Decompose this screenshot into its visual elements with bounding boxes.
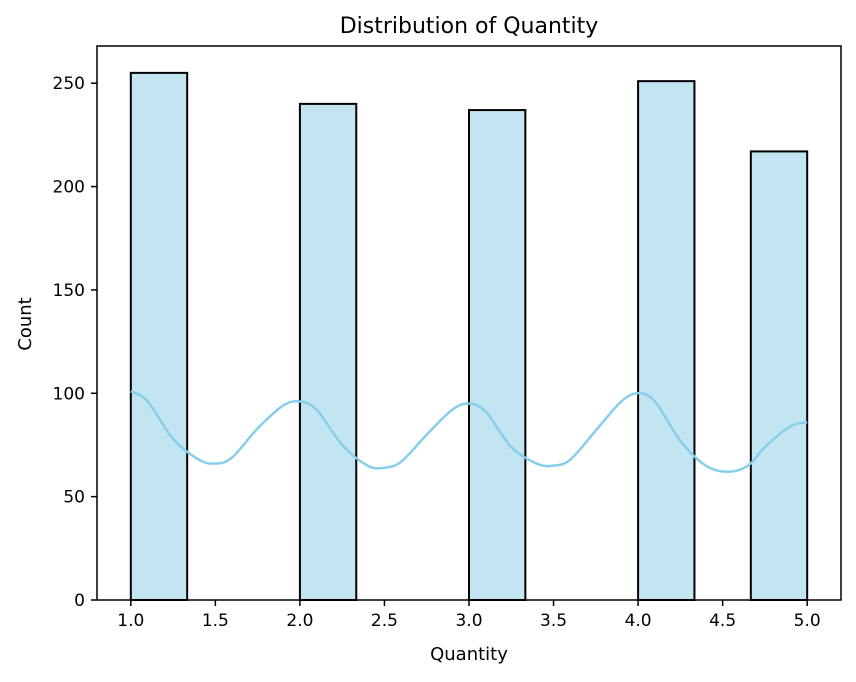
histogram-bar bbox=[298, 102, 358, 602]
ticks-layer: 1.0 1.5 2.0 2.5 3.0 3.5 4.0 4.5 5.0 0 50 100 150 200 2… bbox=[53, 74, 821, 631]
x-tick-label: 2.5 bbox=[371, 611, 398, 631]
x-tick-label: 2.0 bbox=[286, 611, 313, 631]
y-tick-label: 150 bbox=[53, 281, 85, 301]
histogram-bar bbox=[637, 80, 696, 602]
y-tick-label: 250 bbox=[53, 74, 85, 94]
kde-line bbox=[130, 390, 808, 474]
y-tick-label: 200 bbox=[53, 178, 85, 198]
y-tick-label: 100 bbox=[53, 384, 85, 404]
bars-layer bbox=[129, 71, 809, 602]
x-tick-label: 5.0 bbox=[794, 611, 821, 631]
kde-layer bbox=[130, 390, 808, 474]
x-tick-label: 4.5 bbox=[709, 611, 736, 631]
histogram-bar bbox=[129, 71, 189, 602]
x-tick-label: 4.0 bbox=[625, 611, 652, 631]
x-axis-label: Quantity bbox=[430, 644, 508, 665]
histogram-bar bbox=[749, 150, 809, 601]
y-axis-label: Count bbox=[15, 297, 36, 350]
x-tick-label: 3.0 bbox=[455, 611, 482, 631]
x-tick-label: 3.5 bbox=[540, 611, 567, 631]
x-tick-label: 1.5 bbox=[202, 611, 229, 631]
y-tick-label: 50 bbox=[63, 488, 85, 508]
chart-title: Distribution of Quantity bbox=[340, 14, 599, 39]
x-tick-label: 1.0 bbox=[117, 611, 144, 631]
y-tick-label: 0 bbox=[74, 591, 85, 611]
histogram-bar bbox=[468, 109, 527, 601]
